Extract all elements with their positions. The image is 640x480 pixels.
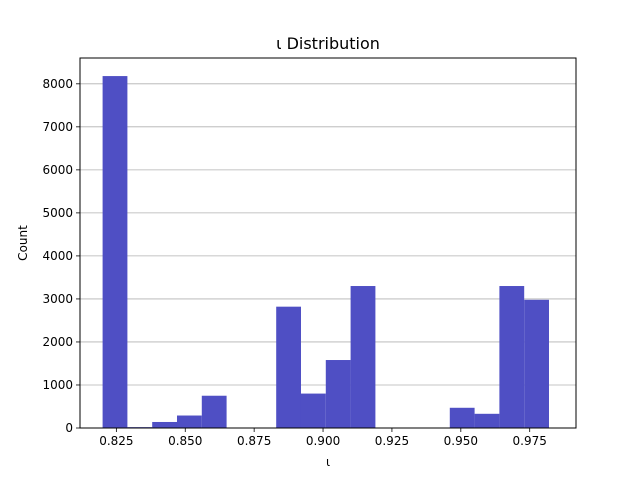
histogram-bar (201, 395, 227, 428)
x-tick-label: 0.975 (513, 434, 547, 448)
y-tick-label: 7000 (42, 120, 73, 134)
chart-title: ι Distribution (276, 34, 380, 53)
histogram-bar (474, 413, 500, 428)
histogram-bar (524, 299, 549, 428)
histogram-bar (449, 407, 475, 428)
y-gridlines (80, 83, 576, 429)
histogram-bar (499, 286, 525, 428)
histogram-bar (176, 415, 202, 428)
y-tick-label: 0 (65, 421, 73, 435)
x-tick-label: 0.900 (306, 434, 340, 448)
x-tick-label: 0.950 (444, 434, 478, 448)
y-tick-label: 4000 (42, 249, 73, 263)
x-tick-label: 0.925 (375, 434, 409, 448)
histogram-bar (325, 360, 351, 428)
plot-frame (79, 57, 577, 429)
x-tick-label: 0.850 (168, 434, 202, 448)
y-axis-label: Count (16, 225, 30, 261)
histogram-bar (152, 421, 177, 428)
y-tick-label: 6000 (42, 163, 73, 177)
y-tick-label: 3000 (42, 292, 73, 306)
y-tick-label: 1000 (42, 378, 73, 392)
histogram-bar (300, 393, 326, 428)
y-tick-label: 8000 (42, 77, 73, 91)
x-axis: 0.825 0.850 0.875 0.900 0.925 0.950 0.975 (99, 428, 547, 448)
histogram-bars (102, 76, 549, 429)
x-axis-label: ι (326, 455, 330, 469)
x-tick-label: 0.825 (99, 434, 133, 448)
x-tick-label: 0.875 (237, 434, 271, 448)
y-tick-label: 2000 (42, 335, 73, 349)
y-axis: 0 1000 2000 3000 4000 5000 6000 7000 8000 (42, 77, 80, 435)
histogram-bar (102, 76, 128, 429)
y-tick-label: 5000 (42, 206, 73, 220)
histogram-bar (350, 286, 376, 428)
histogram-bar (276, 306, 301, 428)
